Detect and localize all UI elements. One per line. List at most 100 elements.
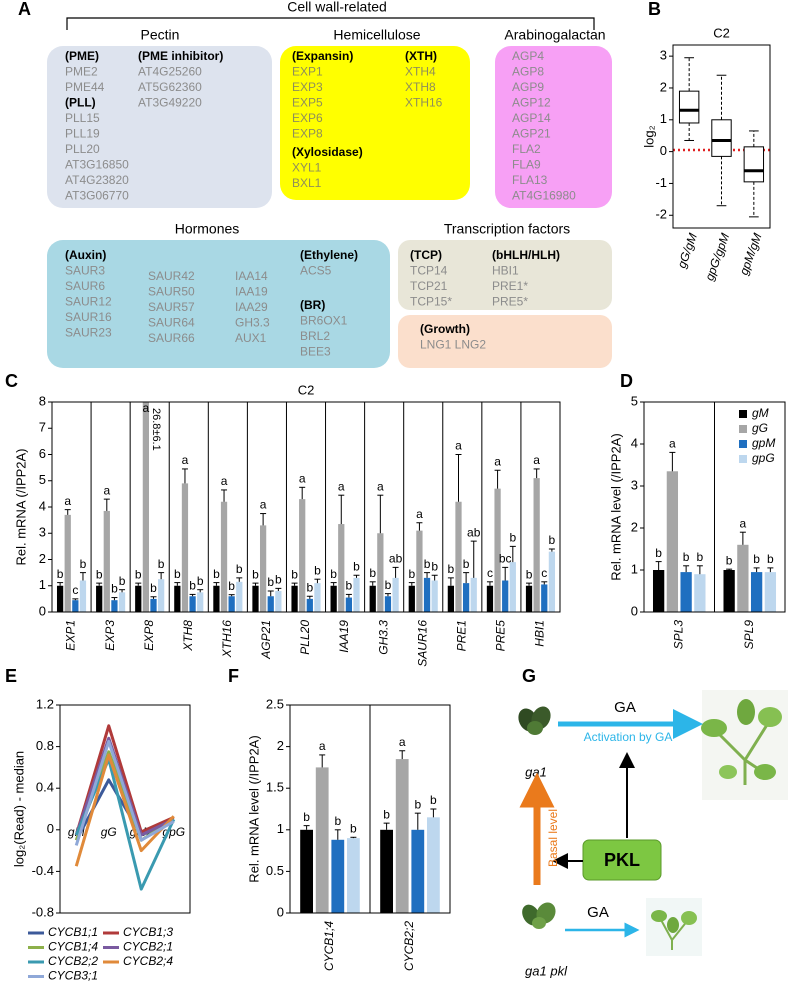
- legend-label: CYCB1;4: [48, 940, 98, 954]
- error-bar: [306, 595, 313, 599]
- significance-letter: a: [399, 735, 406, 749]
- y-tick-label: 3: [631, 477, 638, 492]
- gene: XTH4: [405, 65, 436, 79]
- seedling: [701, 690, 788, 800]
- significance-letter: b: [57, 567, 64, 581]
- gene: XTH8: [405, 80, 436, 94]
- box-title: Hemicellulose: [333, 27, 420, 43]
- gene: SAUR64: [148, 316, 195, 330]
- error-bar: [739, 531, 746, 545]
- line: [74, 753, 175, 867]
- bar: [228, 596, 235, 612]
- error-bar: [291, 582, 298, 586]
- significance-letter: b: [683, 550, 690, 564]
- significance-letter: ab: [389, 552, 403, 566]
- significance-letter: b: [369, 566, 376, 580]
- significance-letter: b: [213, 567, 220, 581]
- y-tick-label: 2.5: [266, 696, 284, 711]
- bar: [267, 596, 274, 612]
- error-bar: [158, 572, 165, 580]
- y-axis-label: Rel. mRNA (/IPP2A): [13, 448, 28, 565]
- bar: [150, 598, 157, 612]
- gene: SAUR50: [148, 285, 195, 299]
- y-tick-label: 6: [39, 446, 46, 461]
- bar: [315, 767, 329, 913]
- significance-letter: b: [353, 559, 360, 573]
- y-tick-label: 5: [39, 472, 46, 487]
- gene: AGP12: [512, 96, 551, 110]
- label: ga1: [525, 764, 547, 779]
- x-tick-label: gG: [101, 825, 117, 839]
- significance-letter: b: [252, 567, 259, 581]
- hemicellulose-box: [280, 46, 470, 200]
- y-tick-label: 3: [39, 525, 46, 540]
- box: [743, 146, 765, 183]
- error-bar: [338, 494, 345, 525]
- gene: IAA29: [235, 300, 268, 314]
- gene: LNG1 LNG2: [420, 338, 486, 352]
- significance-letter: b: [697, 550, 704, 564]
- legend-swatch: [739, 455, 747, 463]
- legend-label: CYCB1;3: [123, 925, 173, 939]
- significance-letter: a: [377, 479, 384, 493]
- significance-letter: b: [111, 582, 118, 596]
- error-bar: [64, 509, 71, 515]
- y-axis-label: Rel. mRNA level (/IPP2A): [246, 735, 261, 882]
- gene: AUX1: [235, 331, 267, 345]
- line: [74, 739, 175, 846]
- error-bar: [72, 598, 79, 601]
- error-bar: [526, 582, 533, 586]
- x-tick-label: HBI1: [533, 620, 547, 647]
- seedling: [646, 898, 702, 956]
- bar: [96, 585, 103, 612]
- significance-letter: bc: [499, 552, 512, 566]
- gene: SAUR16: [65, 310, 112, 324]
- y-tick-label: 1: [660, 111, 667, 126]
- y-tick-label: 2: [631, 519, 638, 534]
- error-bar: [221, 489, 228, 502]
- y-tick-label: 1: [631, 561, 638, 576]
- significance-letter: b: [189, 579, 196, 593]
- gene: AGP21: [512, 127, 551, 141]
- error-bar: [424, 572, 431, 578]
- gene: ACS5: [300, 264, 332, 278]
- bar: [666, 471, 679, 612]
- plot-frame: [289, 704, 451, 914]
- bar: [236, 581, 243, 612]
- group-label: (PME inhibitor): [138, 49, 223, 63]
- gene: EXP5: [292, 96, 323, 110]
- y-tick-label: 0: [47, 821, 54, 836]
- significance-letter: c: [72, 583, 78, 597]
- arabinogalactan-box: [495, 46, 612, 208]
- y-tick-label: -0.8: [32, 904, 54, 919]
- error-bar: [470, 540, 477, 578]
- error-bar: [753, 567, 760, 573]
- gene: PLL15: [65, 111, 100, 125]
- group-label: (Auxin): [65, 248, 106, 262]
- bar: [380, 829, 393, 913]
- x-tick-label: EXP8: [142, 620, 156, 651]
- error-bar: [275, 587, 282, 591]
- plot-frame: [51, 401, 561, 613]
- bar: [306, 598, 313, 612]
- significance-letter: a: [494, 454, 501, 468]
- significance-letter: b: [726, 553, 733, 567]
- error-bar: [345, 593, 352, 598]
- group-label: (XTH): [405, 49, 437, 63]
- error-bar: [319, 754, 326, 768]
- significance-letter: a: [64, 494, 71, 508]
- error-bar: [392, 566, 399, 578]
- group-label: (bHLH/HLH): [492, 248, 560, 262]
- gene: IAA19: [235, 285, 268, 299]
- significance-letter: b: [96, 567, 103, 581]
- significance-letter: b: [119, 574, 126, 588]
- bar: [252, 585, 259, 612]
- legend-label: CYCB3;1: [48, 969, 98, 983]
- bar: [103, 510, 110, 612]
- gene: IAA14: [235, 269, 268, 283]
- error-bar: [111, 597, 118, 601]
- plot-area: [652, 451, 777, 612]
- significance-letter: b: [346, 579, 353, 593]
- bar: [486, 585, 494, 612]
- gene: AGP14: [512, 111, 551, 125]
